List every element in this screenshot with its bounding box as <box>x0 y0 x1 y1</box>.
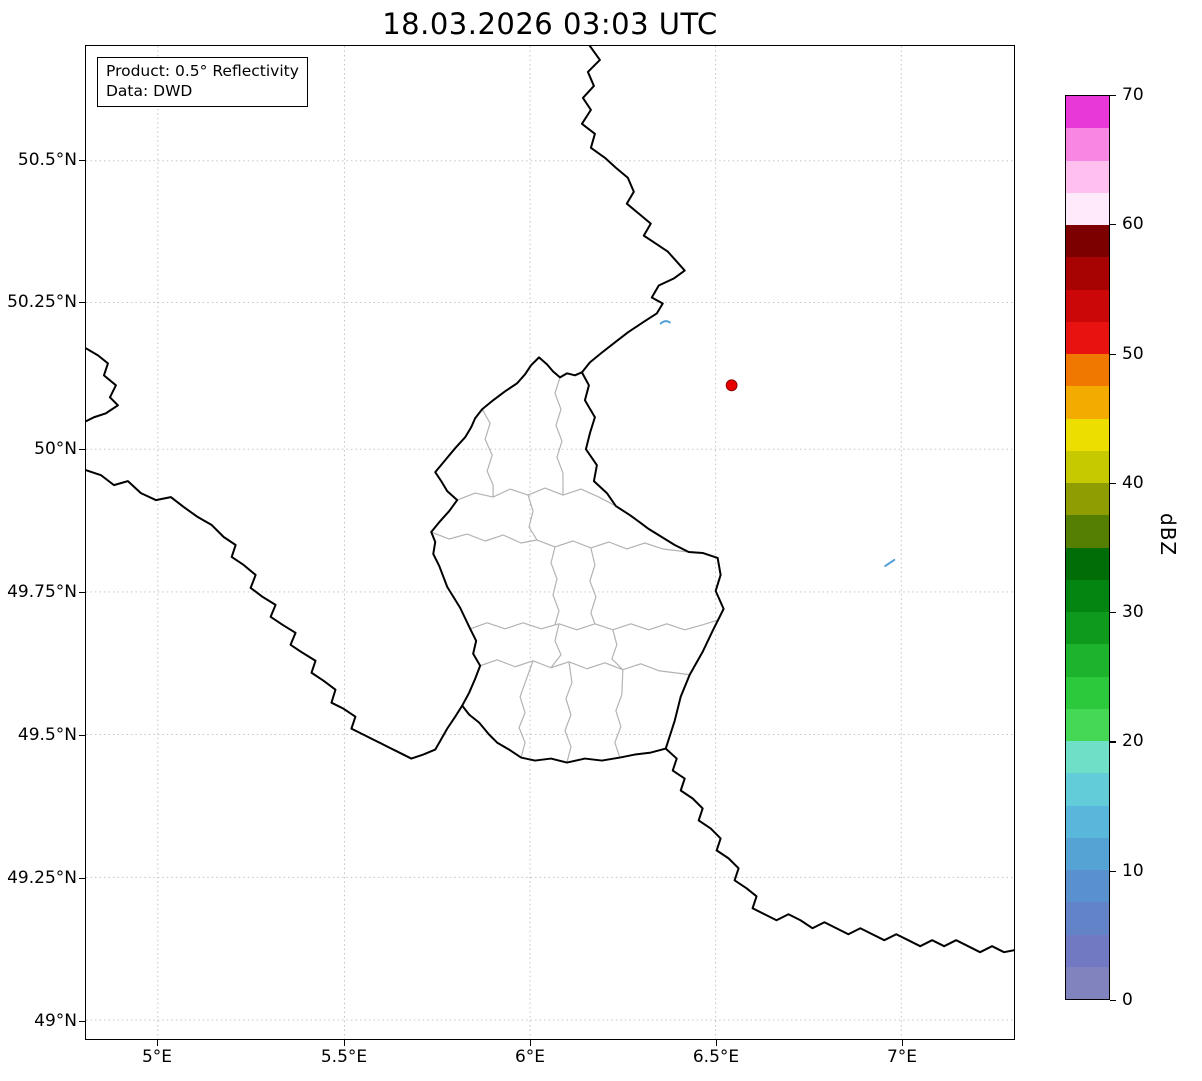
colorbar-tick-mark <box>1110 612 1116 614</box>
ytick-mark <box>79 449 85 451</box>
colorbar-tick-mark <box>1110 741 1116 743</box>
colorbar-segment <box>1066 128 1109 161</box>
colorbar-segment <box>1066 450 1109 483</box>
xtick-mark <box>716 1040 718 1046</box>
colorbar-segment <box>1066 676 1109 709</box>
colorbar-segment <box>1066 612 1109 645</box>
radar-site-marker <box>725 379 738 392</box>
xtick-label: 7°E <box>886 1047 918 1067</box>
ytick-label: 50.25°N <box>7 292 77 312</box>
xtick-mark <box>344 1040 346 1046</box>
ytick-mark <box>79 160 85 162</box>
colorbar-segment <box>1066 257 1109 290</box>
ytick-mark <box>79 592 85 594</box>
ytick-label: 50.5°N <box>17 150 77 170</box>
colorbar-segment <box>1066 708 1109 741</box>
colorbar-tick-mark <box>1110 482 1116 485</box>
colorbar-gradient <box>1065 95 1110 1000</box>
colorbar-segment <box>1066 870 1109 903</box>
colorbar-tick-label: 30 <box>1122 602 1144 623</box>
canton-borders <box>431 377 719 763</box>
colorbar-segment <box>1066 837 1109 870</box>
colorbar-segment <box>1066 741 1109 774</box>
ytick-mark <box>79 878 85 880</box>
product-info-line2: Data: DWD <box>106 82 193 101</box>
colorbar-tick-label: 60 <box>1122 214 1144 234</box>
colorbar-unit-label: dBZ <box>1156 513 1180 557</box>
colorbar-segment <box>1066 934 1109 967</box>
xtick-label: 5°E <box>141 1047 173 1067</box>
xtick-mark <box>530 1040 532 1046</box>
border-fr-de <box>664 747 1014 954</box>
colorbar-segment <box>1066 418 1109 451</box>
colorbar-segment <box>1066 386 1109 419</box>
ytick-label: 50°N <box>34 439 77 459</box>
precip-echoes <box>659 320 896 567</box>
xtick-label: 6°E <box>514 1047 546 1067</box>
ytick-label: 49.75°N <box>7 582 77 602</box>
xtick-mark <box>157 1040 159 1046</box>
colorbar-tick-label: 70 <box>1122 85 1144 105</box>
colorbar-segment <box>1066 483 1109 516</box>
colorbar-tick-label: 50 <box>1122 343 1144 364</box>
product-info-line1: Product: 0.5° Reflectivity <box>106 62 299 80</box>
colorbar-segment <box>1066 579 1109 612</box>
colorbar-segment <box>1066 773 1109 806</box>
colorbar-segment <box>1066 515 1109 548</box>
border-be-de <box>580 46 686 374</box>
precip-echo <box>884 558 896 567</box>
colorbar-tick-mark <box>1110 353 1116 355</box>
colorbar-segment <box>1066 354 1109 387</box>
colorbar-segment <box>1066 192 1109 225</box>
xtick-label: 5.5°E <box>320 1047 368 1067</box>
colorbar-segment <box>1066 644 1109 677</box>
border-fr-be-givet <box>86 347 119 423</box>
ytick-mark <box>79 1021 85 1023</box>
colorbar-segment <box>1066 805 1109 838</box>
colorbar-segment <box>1066 289 1109 322</box>
graticule-gridlines <box>86 46 1014 1039</box>
border-luxembourg <box>430 356 725 764</box>
map-plot-area: Product: 0.5° Reflectivity Data: DWD <box>85 45 1015 1040</box>
colorbar-segment <box>1066 160 1109 193</box>
colorbar-tick-mark <box>1110 95 1116 97</box>
figure-title: 18.03.2026 03:03 UTC <box>382 7 718 41</box>
national-borders <box>86 46 1014 954</box>
map-canvas <box>86 46 1014 1039</box>
colorbar-segment <box>1066 547 1109 580</box>
border-fr-be <box>86 469 464 760</box>
xtick-mark <box>902 1040 904 1046</box>
colorbar-tick-mark <box>1110 224 1116 226</box>
colorbar-segment <box>1066 321 1109 354</box>
precip-echo <box>659 320 671 325</box>
ytick-mark <box>79 735 85 737</box>
colorbar-tick-label: 20 <box>1122 731 1144 752</box>
colorbar-tick-mark <box>1110 1000 1116 1002</box>
colorbar-segment <box>1066 966 1109 999</box>
ytick-mark <box>79 302 85 304</box>
colorbar-tick-label: 10 <box>1122 860 1144 881</box>
colorbar-segment <box>1066 225 1109 258</box>
colorbar-tick-label: 0 <box>1122 990 1133 1010</box>
colorbar-tick-mark <box>1110 870 1116 873</box>
colorbar-segment <box>1066 96 1109 129</box>
ytick-label: 49.5°N <box>17 725 77 745</box>
ytick-label: 49.25°N <box>7 868 77 888</box>
colorbar-tick-label: 40 <box>1122 472 1144 493</box>
ytick-label: 49°N <box>34 1011 77 1031</box>
colorbar-segment <box>1066 902 1109 935</box>
product-info-box: Product: 0.5° Reflectivity Data: DWD <box>97 57 308 108</box>
xtick-label: 6.5°E <box>692 1047 740 1067</box>
